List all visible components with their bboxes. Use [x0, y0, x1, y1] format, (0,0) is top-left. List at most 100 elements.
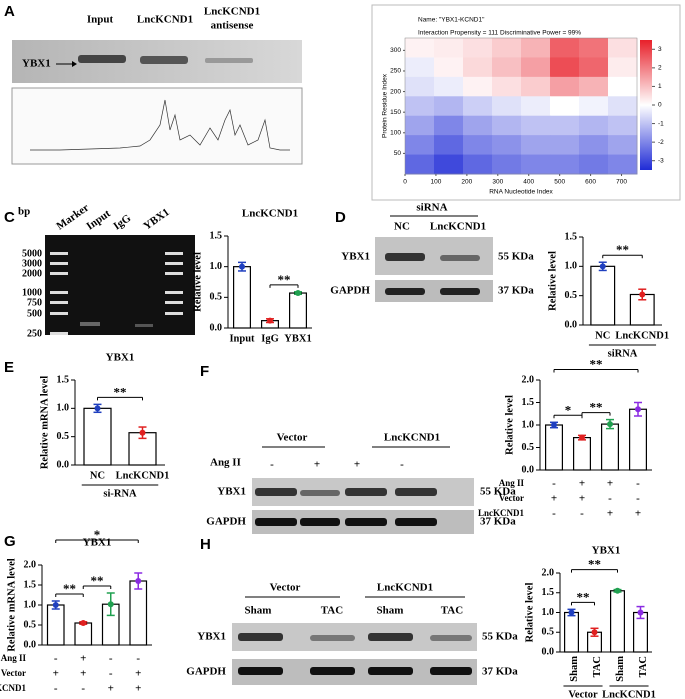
heatmap-cell [579, 38, 609, 58]
y-tick-label: 0.5 [522, 442, 535, 453]
y-tick-label: 1.5 [57, 374, 70, 385]
y-tick-label: 1.0 [565, 261, 578, 272]
mean-dot [591, 629, 598, 636]
x-tick-label: TAC [592, 656, 603, 677]
panel-c-gel: bp Marker Input IgG YBX1 [18, 202, 195, 335]
heatmap-cell [405, 76, 435, 97]
bar [563, 611, 579, 653]
y-tick-label: 50 [394, 150, 402, 157]
lane-label: LncKCND1 [204, 6, 260, 18]
heatmap-cell [463, 96, 493, 117]
group-label: siRNA [416, 202, 447, 214]
bar [46, 604, 65, 646]
y-tick-label: 150 [390, 109, 401, 116]
x-axis-label: RNA Nucleotide Index [489, 189, 553, 196]
x-tick-label: NC [595, 330, 610, 341]
heatmap-cell [405, 96, 435, 117]
x-tick-label: TAC [638, 656, 649, 677]
size-label: 37 KDa [498, 285, 534, 297]
bar [572, 437, 591, 471]
chart-subtitle: Interaction Propensity = 111 Discriminat… [418, 30, 581, 37]
lane-label: YBX1 [141, 206, 171, 232]
heatmap-cell [579, 76, 609, 97]
y-axis-label: Protein Residue Index [382, 73, 389, 138]
significance-label: ** [114, 384, 127, 399]
heatmap-cell [463, 115, 493, 136]
heatmap-cell [434, 57, 464, 78]
heatmap-cell [434, 38, 464, 58]
heatmap-cell [579, 96, 609, 117]
lane-label: TAC [321, 605, 343, 617]
significance-label: * [565, 402, 572, 417]
significance-label: ** [577, 589, 590, 604]
y-tick-label: 1.5 [565, 231, 578, 242]
heatmap-cell [521, 76, 551, 97]
colorbar-label: 2 [658, 65, 662, 72]
significance-label: ** [590, 400, 603, 415]
sign: + [314, 459, 320, 471]
colorbar-label: -2 [658, 139, 664, 146]
heatmap-cell [608, 154, 638, 175]
row-label: GAPDH [206, 516, 246, 528]
x-tick-label: IgG [261, 333, 279, 344]
size-label: 55 KDa [480, 486, 516, 498]
heatmap-cell [608, 76, 638, 97]
group-label: Vector [270, 582, 301, 594]
condition-label: Vector [499, 493, 524, 503]
condition-sign: - [136, 653, 140, 665]
mean-dot [551, 422, 557, 428]
y-tick-label: 0.0 [565, 319, 578, 330]
condition-label: Ang II [499, 478, 525, 488]
arrow-head [72, 61, 77, 67]
condition-sign: - [552, 478, 556, 490]
row-label: YBX1 [341, 251, 370, 263]
condition-sign: - [109, 668, 113, 680]
heatmap-cell [492, 96, 522, 117]
chart-title: LncKCND1 [242, 208, 298, 220]
y-tick-label: 1.5 [542, 587, 555, 598]
lane-label: Input [87, 14, 114, 26]
x-tick-label: NC [90, 470, 105, 481]
ladder-label: 5000 [22, 248, 42, 259]
y-tick-label: 0.5 [210, 292, 223, 303]
x-tick-label: 0 [403, 179, 407, 186]
heatmap-cell [492, 38, 522, 58]
colorbar-label: -1 [658, 120, 664, 127]
lane-label: Marker [54, 202, 91, 233]
y-tick-label: 200 [390, 88, 401, 95]
heatmap-cell [521, 38, 551, 58]
y-axis-label: Relative mRNA level [6, 558, 17, 651]
panel-label: D [335, 209, 346, 226]
group-label: LncKCND1 [377, 582, 433, 594]
condition-sign: - [608, 493, 612, 505]
group-label: LncKCND1 [602, 689, 656, 699]
lane-label: LncKCND1 [137, 14, 193, 26]
condition-sign: + [635, 508, 641, 520]
condition-sign: - [54, 683, 58, 695]
colorbar [640, 40, 652, 170]
blot-band [205, 58, 253, 63]
treatment-label: Ang II [210, 457, 241, 469]
condition-sign: - [54, 653, 58, 665]
blot-image [375, 280, 493, 302]
y-tick-label: 1.0 [522, 419, 535, 430]
heatmap-cell [521, 96, 551, 117]
condition-sign: + [551, 493, 557, 505]
bar [609, 590, 625, 653]
row-label: GAPDH [186, 666, 226, 678]
mean-dot [637, 609, 644, 616]
heatmap-cell [463, 135, 493, 156]
heatmap-cell [521, 135, 551, 156]
colorbar-label: 1 [658, 83, 662, 90]
row-label: GAPDH [330, 285, 370, 297]
y-tick-label: 2.0 [522, 374, 535, 385]
y-tick-label: 1.5 [24, 579, 37, 590]
sign: - [270, 459, 274, 471]
heatmap-cell [405, 57, 435, 78]
condition-sign: - [580, 508, 584, 520]
size-label: 55 KDa [498, 251, 534, 263]
heatmap-cell [405, 115, 435, 136]
heatmap-cell [405, 135, 435, 156]
ladder-label: 2000 [22, 268, 42, 279]
